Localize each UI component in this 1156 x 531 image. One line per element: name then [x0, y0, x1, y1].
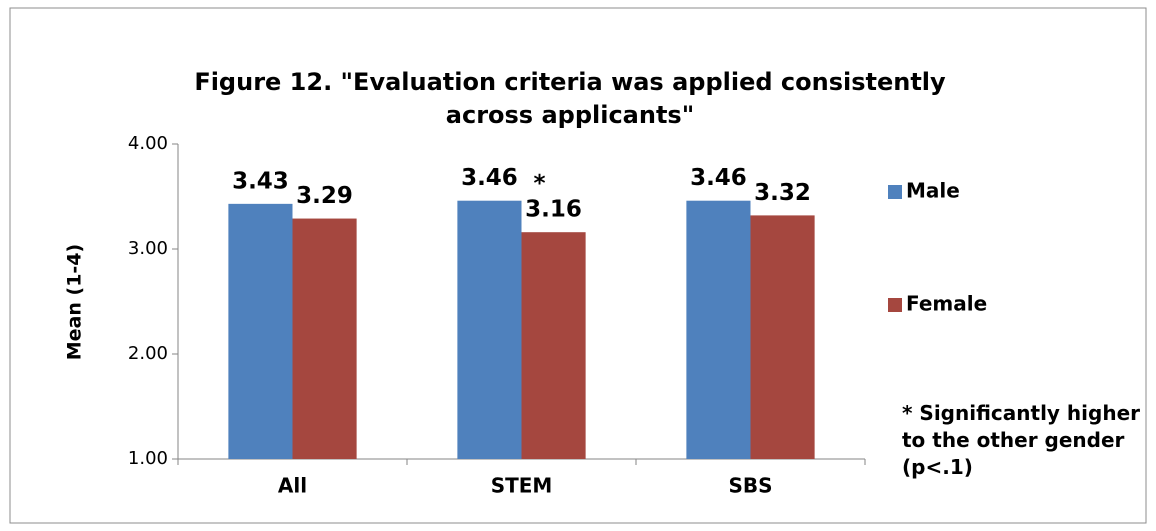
- bar: [292, 218, 357, 459]
- legend-swatch: [888, 185, 902, 199]
- chart-title: Figure 12. "Evaluation criteria was appl…: [194, 68, 946, 129]
- y-tick-label: 2.00: [128, 343, 168, 364]
- value-label: 3.46: [690, 165, 747, 191]
- chart-frame: [9, 7, 1147, 524]
- y-axis-label: Mean (1-4): [64, 244, 86, 360]
- bar: [750, 215, 815, 459]
- bar: [686, 200, 751, 459]
- bar: [521, 232, 586, 459]
- value-label: 3.29: [296, 183, 353, 209]
- y-tick-label: 3.00: [128, 238, 168, 259]
- bar: [457, 200, 522, 459]
- x-tick-label: All: [278, 474, 307, 498]
- x-tick-label: SBS: [728, 474, 772, 498]
- legend-label: Female: [906, 292, 987, 316]
- value-label: 3.46: [461, 165, 518, 191]
- significance-note: * Significantly higher to the other gend…: [902, 401, 1140, 479]
- star-annotation: *: [533, 171, 545, 197]
- value-label: 3.16: [525, 197, 582, 223]
- value-label: 3.43: [232, 168, 289, 194]
- legend-label: Male: [906, 179, 960, 203]
- x-tick-label: STEM: [491, 474, 553, 498]
- y-tick-label: 4.00: [128, 133, 168, 154]
- bar: [228, 203, 293, 459]
- legend-swatch: [888, 298, 902, 312]
- value-label: 3.32: [754, 180, 811, 206]
- y-tick-label: 1.00: [128, 448, 168, 469]
